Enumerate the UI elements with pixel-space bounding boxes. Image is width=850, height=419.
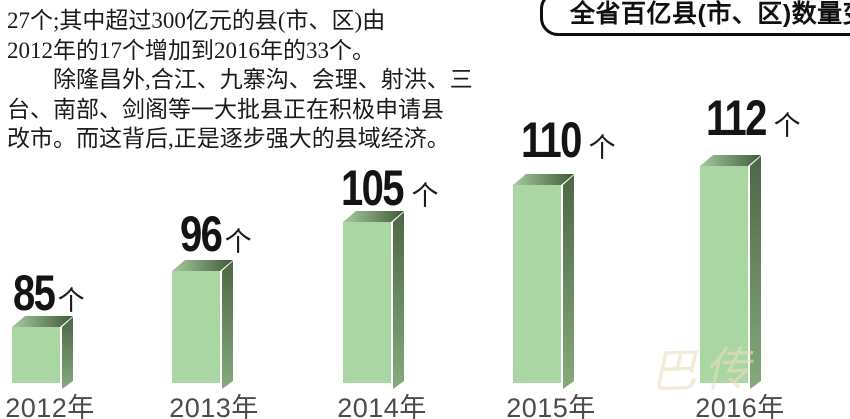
bar-value-label: 105 个 bbox=[341, 163, 438, 213]
bar-value-number: 112 bbox=[706, 90, 767, 146]
bar-value-number: 85 bbox=[13, 265, 56, 321]
bar-top-face bbox=[172, 260, 233, 271]
x-axis-year-label: 2015年 bbox=[506, 393, 596, 419]
bar-value-number: 105 bbox=[341, 160, 405, 216]
chart-title-banner: 全省百亿县(市、区)数量变化 bbox=[540, 0, 850, 36]
article-line: 台、南部、剑阁等一大批县正在积极申请县 bbox=[7, 96, 444, 122]
bar-top-face bbox=[12, 316, 73, 327]
bar-value-unit: 个 bbox=[773, 111, 801, 141]
bar-front-face bbox=[700, 166, 748, 383]
bar-side-face bbox=[62, 317, 73, 389]
article-line: 2012年的17个增加到2016年的33个。 bbox=[7, 37, 375, 63]
bar-value-unit: 个 bbox=[57, 286, 85, 316]
article-line: 27个;其中超过300亿元的县(市、区)由 bbox=[7, 8, 386, 33]
bar-top-face bbox=[513, 174, 574, 185]
bar-front-face bbox=[513, 185, 561, 383]
bar-top-face bbox=[343, 211, 404, 222]
bar-value-unit: 个 bbox=[588, 133, 616, 163]
bar-side-face bbox=[222, 261, 233, 389]
bar-value-label: 96 个 bbox=[180, 209, 252, 259]
bar-side-face bbox=[563, 175, 574, 389]
chart-title: 全省百亿县(市、区)数量变化 bbox=[570, 0, 850, 28]
bar-value-label: 85 个 bbox=[13, 268, 85, 318]
x-axis-year-label: 2013年 bbox=[169, 393, 259, 419]
article-line: 除隆昌外,合江、九寨沟、会理、射洪、三 bbox=[7, 67, 473, 92]
bar-value-unit: 个 bbox=[224, 227, 252, 257]
bar-top-face bbox=[700, 155, 761, 166]
bar-value-label: 110 个 bbox=[521, 115, 616, 165]
bar-value-unit: 个 bbox=[411, 181, 439, 211]
x-axis-year-label: 2012年 bbox=[5, 393, 95, 419]
bar-front-face bbox=[12, 327, 60, 383]
article-text: 27个;其中超过300亿元的县(市、区)由 2012年的17个增加到2016年的3… bbox=[7, 6, 473, 154]
x-axis-year-label: 2014年 bbox=[337, 393, 427, 419]
bar-front-face bbox=[343, 222, 391, 383]
x-axis-year-label: 2016年 bbox=[695, 393, 785, 419]
bar-front-face bbox=[172, 271, 220, 383]
bar-side-face bbox=[393, 212, 404, 389]
bar-value-label: 112 个 bbox=[706, 93, 801, 143]
bar-side-face bbox=[750, 156, 761, 389]
bar-value-number: 110 bbox=[521, 112, 582, 168]
bar-value-number: 96 bbox=[180, 206, 223, 262]
article-line: 改市。而这背后,正是逐步强大的县域经济。 bbox=[7, 126, 450, 151]
